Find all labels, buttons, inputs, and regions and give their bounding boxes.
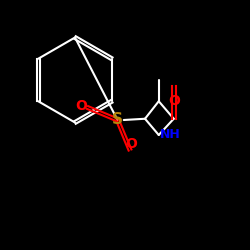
Text: O: O (168, 94, 180, 108)
Text: S: S (112, 112, 123, 128)
Text: O: O (125, 137, 137, 151)
Text: NH: NH (160, 128, 181, 141)
Text: O: O (75, 99, 87, 113)
